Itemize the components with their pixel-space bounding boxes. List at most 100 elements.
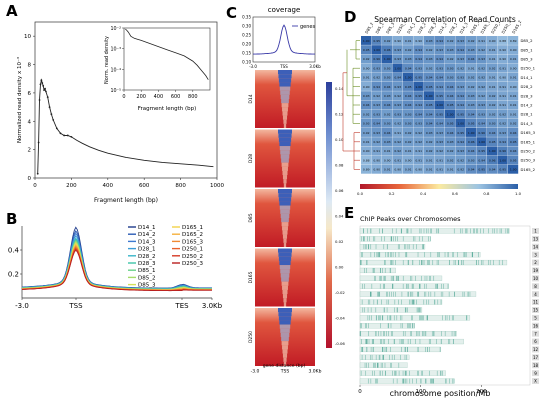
panel-d-cell-value: 0.92 — [489, 66, 496, 70]
panel-e-chrom-label: 12 — [533, 347, 539, 352]
panel-d-cell — [361, 63, 372, 73]
panel-d-cell-value: 0.94 — [415, 48, 422, 52]
panel-d-cell-value: 0.94 — [499, 140, 506, 144]
panel-d-cell-value: 0.95 — [489, 140, 496, 144]
panel-b-xtick-label: -3.0 — [15, 302, 29, 310]
panel-c-row-label: D28 — [248, 154, 254, 163]
panel-e-chrom-tab — [532, 228, 539, 234]
panel-d-cell — [508, 72, 519, 82]
panel-d-cell — [392, 91, 403, 101]
panel-d-cell-value: 0.95 — [373, 39, 380, 43]
panel-d-cell-value: 0.93 — [478, 112, 485, 116]
panel-a-xtick-label: 1000 — [210, 183, 224, 189]
panel-d-cell — [497, 155, 508, 165]
panel-d-cell — [371, 82, 382, 91]
panel-d-cell-value: 0.94 — [415, 103, 422, 107]
panel-d-cell — [403, 82, 414, 91]
panel-c-profile-frame — [252, 16, 316, 63]
panel-d-cells: 1.00 0.95 0.92 0.90 0.91 0.90 0.93 0.94 0.92 0.93… — [361, 36, 519, 174]
panel-b-xtick-label: TSS — [68, 302, 83, 310]
panel-d-cell-value: 0.94 — [405, 103, 412, 107]
panel-d-cell — [434, 54, 445, 64]
panel-d-col-label: D165_1 — [479, 19, 491, 35]
panel-d-cell — [466, 91, 477, 101]
panel-d-cell-value: 0.89 — [363, 168, 370, 172]
panel-d-cell — [508, 91, 519, 101]
panel-d-cell-value: 0.93 — [468, 103, 475, 107]
panel-d-cell-value: 0.96 — [478, 131, 485, 135]
panel-d-cell-value: 0.95 — [426, 103, 433, 107]
panel-d-cell-value: 0.91 — [510, 57, 517, 61]
panel-c-heatmap: coverage genes 0.10 0.15 0.20 0.25 0.30 0.35 -… — [242, 6, 345, 375]
panel-d-cell — [413, 54, 424, 64]
panel-d-cell-value: 0.92 — [468, 76, 475, 80]
panel-c-colorbar-tick-label: -0.04 — [335, 316, 345, 321]
panel-d-cell-value: 1.00 — [489, 149, 496, 153]
panel-d-cell — [508, 128, 519, 137]
panel-d-cell-value: 0.91 — [510, 94, 517, 98]
panel-e-xlabel: chromosome position/Mb — [390, 389, 491, 398]
panel-d-cell — [455, 36, 466, 45]
panel-d-cell-value: 0.95 — [447, 122, 454, 126]
panel-d-cell-value: 0.95 — [436, 94, 443, 98]
panel-a-point — [59, 132, 62, 135]
panel-d-cell-value: 0.95 — [426, 85, 433, 89]
panel-e-chrom-tab — [532, 314, 539, 321]
panel-d-cell — [424, 36, 435, 45]
panel-d-cell — [434, 118, 445, 128]
panel-d-cell — [382, 164, 393, 174]
panel-d-cell — [497, 146, 508, 156]
panel-c-profile-ytick-label: 0.15 — [242, 51, 251, 56]
panel-d-cell-value: 0.92 — [426, 149, 433, 153]
panel-d-cell-value: 0.90 — [363, 149, 370, 153]
panel-d-cell — [455, 54, 466, 64]
panel-d-cell — [424, 109, 435, 119]
panel-a-frame — [34, 21, 218, 179]
panel-d-cell-value: 0.92 — [415, 140, 422, 144]
panel-e-chrom-label: 3 — [534, 252, 537, 257]
panel-d-row-label: D250_2 — [521, 149, 536, 154]
panel-d-cell — [424, 100, 435, 110]
panel-d-cell — [382, 82, 393, 91]
panel-e-chrom-8 — [359, 283, 449, 289]
panel-d-cell — [466, 100, 477, 110]
panel-d-cell-value: 0.95 — [457, 112, 464, 116]
panel-d-cell — [455, 128, 466, 137]
panel-e-chrom-label: 14 — [533, 244, 539, 249]
panel-d-cell — [476, 100, 487, 110]
panel-d-cell — [487, 137, 498, 147]
panel-e-chrom-label: 1 — [534, 229, 537, 234]
panel-c-tss-band — [281, 218, 289, 223]
panel-a-ytick-label: 8 — [28, 63, 32, 69]
panel-d-cell-value: 0.88 — [499, 39, 506, 43]
panel-d-cell-value: 0.91 — [436, 168, 443, 172]
panel-d-cell-value: 0.93 — [457, 57, 464, 61]
panel-d-cell-value: 0.91 — [447, 168, 454, 172]
panel-d-cell-value: 0.90 — [499, 76, 506, 80]
panel-b-legend-label: D28_1 — [138, 247, 155, 253]
panel-d-cell — [392, 128, 403, 137]
panel-c-profile-line — [253, 24, 315, 55]
panel-d-cell-value: 0.93 — [405, 57, 412, 61]
panel-d-cell — [413, 72, 424, 82]
panel-a-inset-xtick-label: 200 — [136, 94, 146, 100]
panel-c-colorbar-tick-label: 0.00 — [335, 265, 344, 270]
panel-d-cell — [445, 36, 456, 45]
panel-d-cell — [455, 146, 466, 156]
panel-d-cell — [508, 155, 519, 165]
panel-d-cell — [508, 137, 519, 147]
panel-d-cell-value: 0.91 — [510, 103, 517, 107]
panel-d-cell-value: 0.91 — [489, 57, 496, 61]
panel-c-tss-band — [278, 70, 292, 75]
panel-d-cell-value: 0.93 — [415, 122, 422, 126]
panel-d-row-label: D85_3 — [521, 57, 534, 62]
panel-a-point — [40, 79, 43, 82]
panel-d-cell — [382, 100, 393, 110]
panel-d-row-label: D165_1 — [521, 139, 536, 144]
panel-d-cell — [434, 36, 445, 45]
panel-c-row-label: D250 — [248, 331, 254, 343]
panel-d-cell-value: 0.91 — [478, 39, 485, 43]
panel-e-chrom-label: 4 — [534, 292, 537, 297]
panel-d-cell — [434, 100, 445, 110]
panel-c-profile-xtick-label: -3.0 — [249, 64, 257, 69]
